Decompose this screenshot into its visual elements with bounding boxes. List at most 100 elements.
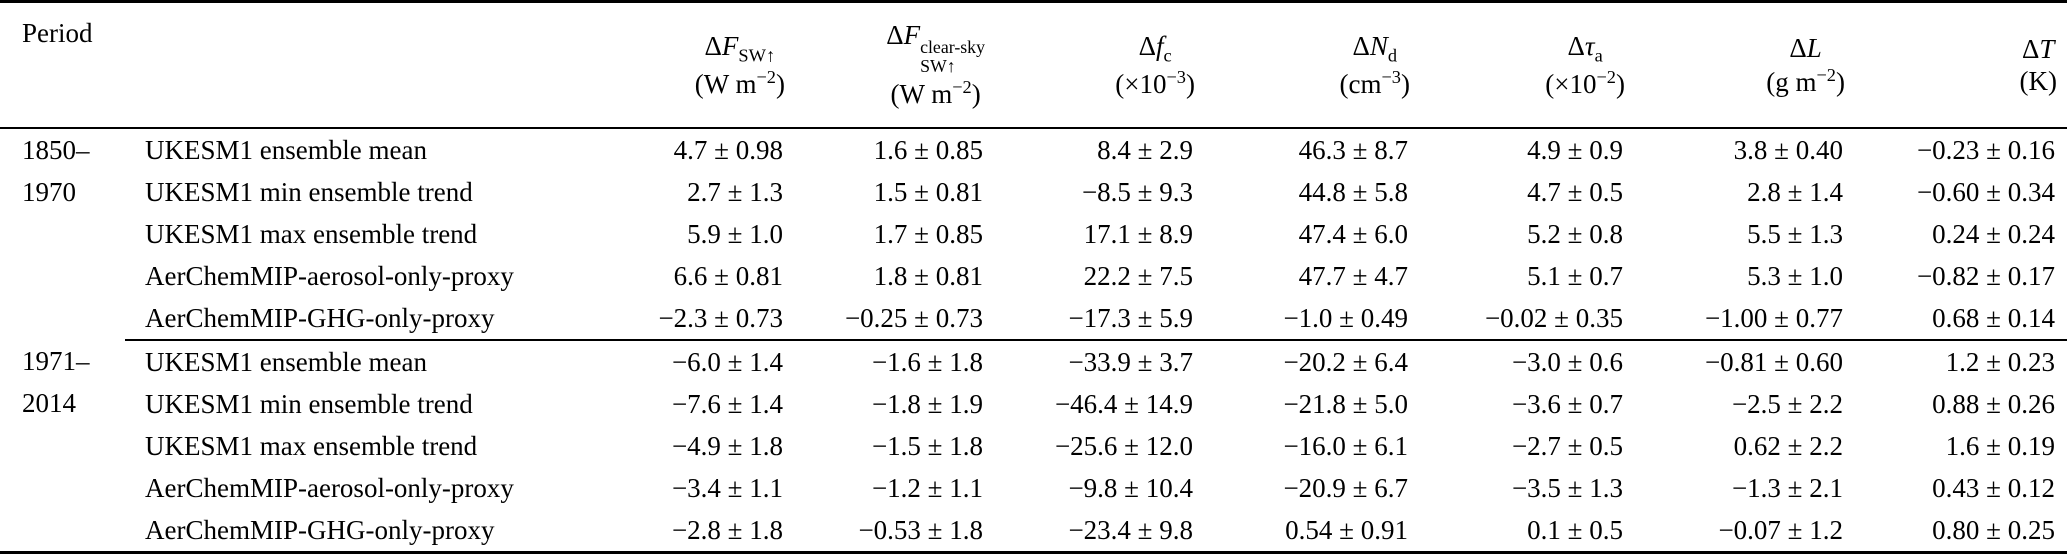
value-cell: 1.8 ± 0.81 [873, 260, 983, 291]
value-cell: −1.6 ± 1.8 [871, 346, 983, 377]
value-cell: 5.2 ± 0.8 [1527, 218, 1623, 249]
value-cell: −3.0 ± 0.6 [1511, 346, 1623, 377]
value-cell: −21.8 ± 5.0 [1283, 388, 1408, 419]
row-label: AerChemMIP-aerosol-only-proxy [145, 472, 514, 503]
value-cell: 5.3 ± 1.0 [1747, 260, 1843, 291]
value-cell: 0.80 ± 0.25 [1932, 514, 2055, 545]
value-cell: −0.82 ± 0.17 [1916, 260, 2055, 291]
col-header-dtau: Δτa (×10−2) [1420, 1, 1635, 129]
col-header-dl: ΔL (g m−2) [1635, 1, 1855, 129]
value-cell: 0.88 ± 0.26 [1932, 388, 2055, 419]
value-cell: 4.7 ± 0.98 [673, 134, 783, 165]
row-label: AerChemMIP-GHG-only-proxy [125, 297, 585, 341]
value-cell: −7.6 ± 1.4 [671, 388, 783, 419]
table-row: UKESM1 max ensemble trend 5.9 ± 1.0 1.7 … [0, 213, 2067, 255]
row-label: UKESM1 min ensemble trend [145, 388, 473, 419]
value-cell: −2.3 ± 0.73 [585, 297, 795, 341]
value-cell: −2.7 ± 0.5 [1511, 430, 1623, 461]
value-cell: −0.07 ± 1.2 [1718, 514, 1843, 545]
value-cell: 46.3 ± 8.7 [1298, 134, 1408, 165]
col-symbol: Δfc [1138, 30, 1172, 65]
col-header-experiment [125, 1, 585, 129]
row-label: AerChemMIP-GHG-only-proxy [145, 514, 495, 545]
value-cell: 47.7 ± 4.7 [1298, 260, 1408, 291]
value-cell: −6.0 ± 1.4 [671, 346, 783, 377]
row-label: UKESM1 max ensemble trend [145, 430, 478, 461]
value-cell: −20.2 ± 6.4 [1283, 346, 1408, 377]
value-cell: 17.1 ± 8.9 [1083, 218, 1193, 249]
col-unit: (×10−2) [1545, 67, 1625, 100]
header-row: Period ΔFSW↑ (W m−2) ΔF clear-sky SW↑ (W m… [0, 1, 2067, 129]
col-symbol: ΔL [1789, 32, 1822, 63]
value-cell: −3.6 ± 0.7 [1511, 388, 1623, 419]
period-line: 1971– [22, 346, 90, 376]
value-cell: −1.0 ± 0.49 [1205, 297, 1420, 341]
value-cell: −8.5 ± 9.3 [1081, 176, 1193, 207]
period-cell: 1971– 2014 [0, 340, 125, 553]
period-line: 2014 [22, 388, 76, 418]
table-row: AerChemMIP-aerosol-only-proxy −3.4 ± 1.1… [0, 467, 2067, 509]
value-cell: −0.25 ± 0.73 [795, 297, 995, 341]
col-symbol: ΔT [2022, 33, 2055, 64]
value-cell: 4.7 ± 0.5 [1527, 176, 1623, 207]
col-unit: (cm−3) [1339, 67, 1410, 100]
value-cell: 0.68 ± 0.14 [1855, 297, 2067, 341]
value-cell: 1.6 ± 0.19 [1945, 430, 2055, 461]
value-cell: 47.4 ± 6.0 [1298, 218, 1408, 249]
col-unit: (W m−2) [694, 67, 785, 100]
period-block-1850-1970: 1850– 1970 UKESM1 ensemble mean 4.7 ± 0.… [0, 128, 2067, 341]
value-cell: 44.8 ± 5.8 [1298, 176, 1408, 207]
col-unit: (W m−2) [890, 77, 981, 110]
period-line: 1970 [22, 177, 76, 207]
value-cell: 1.7 ± 0.85 [873, 218, 983, 249]
period-line: 1850– [22, 135, 90, 165]
row-label: UKESM1 min ensemble trend [145, 176, 473, 207]
value-cell: 0.43 ± 0.12 [1932, 472, 2055, 503]
value-cell: −20.9 ± 6.7 [1283, 472, 1408, 503]
table-row: 1850– 1970 UKESM1 ensemble mean 4.7 ± 0.… [0, 128, 2067, 207]
row-label: UKESM1 max ensemble trend [145, 218, 478, 249]
value-cell: 4.9 ± 0.9 [1527, 134, 1623, 165]
value-cell: 6.6 ± 0.81 [673, 260, 783, 291]
row-label: UKESM1 ensemble mean [145, 346, 427, 377]
col-unit: (g m−2) [1766, 65, 1845, 97]
value-cell: −1.8 ± 1.9 [871, 388, 983, 419]
value-cell: −1.00 ± 0.77 [1635, 297, 1855, 341]
value-cell: 0.24 ± 0.24 [1932, 218, 2055, 249]
value-cell: 22.2 ± 7.5 [1083, 260, 1193, 291]
table-row: 1971– 2014 UKESM1 ensemble mean −6.0 ± 1… [0, 340, 2067, 418]
value-cell: 2.8 ± 1.4 [1747, 176, 1843, 207]
value-cell: −0.53 ± 1.8 [858, 514, 983, 545]
col-symbol: ΔF clear-sky SW↑ [886, 20, 985, 77]
value-cell: 5.1 ± 0.7 [1527, 260, 1623, 291]
table-row: AerChemMIP-GHG-only-proxy −2.8 ± 1.8 −0.… [0, 509, 2067, 553]
table-row: AerChemMIP-GHG-only-proxy −2.3 ± 0.73 −0… [0, 297, 2067, 341]
col-unit: (×10−3) [1115, 67, 1195, 100]
table-header: Period ΔFSW↑ (W m−2) ΔF clear-sky SW↑ (W m… [0, 1, 2067, 129]
table-row: UKESM1 min ensemble trend −7.6 ± 1.4 −1.… [0, 383, 2067, 425]
value-cell: −1.2 ± 1.1 [871, 472, 983, 503]
value-cell: −16.0 ± 6.1 [1283, 430, 1408, 461]
value-cell: −0.60 ± 0.34 [1916, 176, 2055, 207]
value-cell: 0.54 ± 0.91 [1285, 514, 1408, 545]
value-cell: 5.5 ± 1.3 [1747, 218, 1843, 249]
value-cell: 5.9 ± 1.0 [687, 218, 783, 249]
value-cell: −0.02 ± 0.35 [1420, 297, 1635, 341]
table-row: UKESM1 max ensemble trend −4.9 ± 1.8 −1.… [0, 425, 2067, 467]
row-label: UKESM1 ensemble mean [145, 134, 427, 165]
col-header-dt: ΔT (K) [1855, 1, 2067, 129]
col-header-dfc: Δfc (×10−3) [995, 1, 1205, 129]
value-cell: −17.3 ± 5.9 [995, 297, 1205, 341]
value-cell: −9.8 ± 10.4 [1068, 472, 1193, 503]
value-cell: −4.9 ± 1.8 [671, 430, 783, 461]
value-cell: −25.6 ± 12.0 [1054, 430, 1193, 461]
value-cell: 1.6 ± 0.85 [873, 134, 983, 165]
value-cell: 0.62 ± 2.2 [1733, 430, 1843, 461]
value-cell: 3.8 ± 0.40 [1733, 134, 1843, 165]
value-cell: −1.3 ± 2.1 [1731, 472, 1843, 503]
col-symbol: ΔFSW↑ [704, 30, 776, 65]
value-cell: −3.5 ± 1.3 [1511, 472, 1623, 503]
value-cell: −1.5 ± 1.8 [871, 430, 983, 461]
